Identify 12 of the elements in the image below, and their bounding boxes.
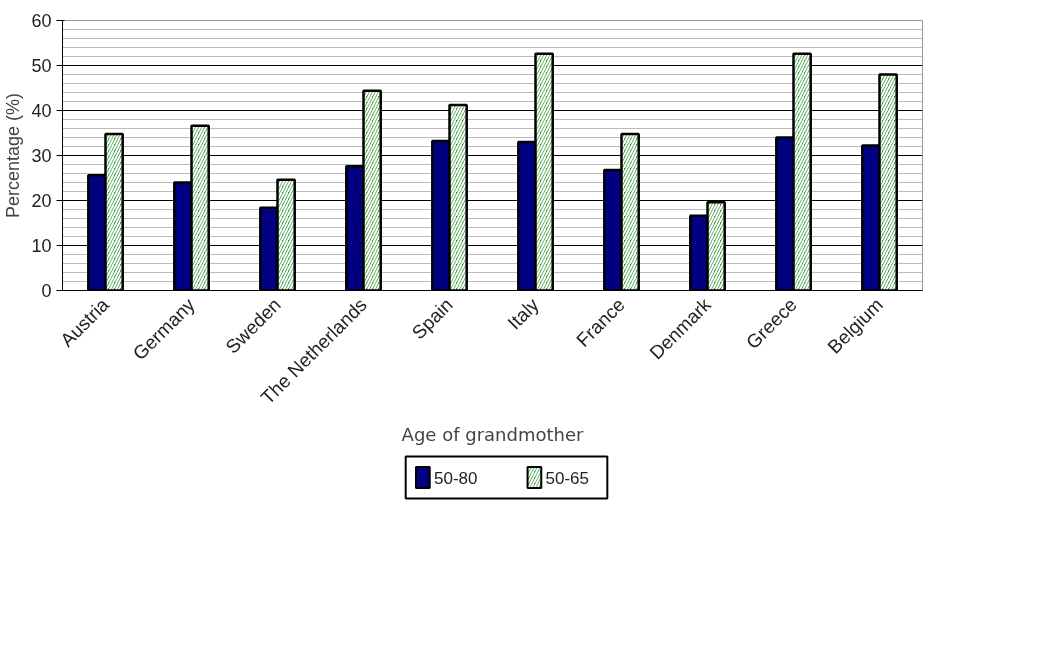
- x-axis-title: Age of grandmother: [401, 423, 584, 445]
- y-tick-label: 20: [31, 191, 52, 211]
- y-tick-label: 40: [31, 101, 52, 121]
- y-axis-title: Percentage (%): [3, 92, 24, 219]
- y-tick-label: 30: [31, 146, 52, 166]
- x-tick-label: Italy: [503, 293, 544, 334]
- legend-label: 50-80: [434, 468, 478, 488]
- y-tick-label: 0: [41, 281, 52, 301]
- y-tick-label: 60: [31, 11, 52, 31]
- y-tick-label: 10: [31, 236, 52, 256]
- legend-label: 50-65: [545, 468, 590, 488]
- y-tick-label: 50: [31, 56, 52, 76]
